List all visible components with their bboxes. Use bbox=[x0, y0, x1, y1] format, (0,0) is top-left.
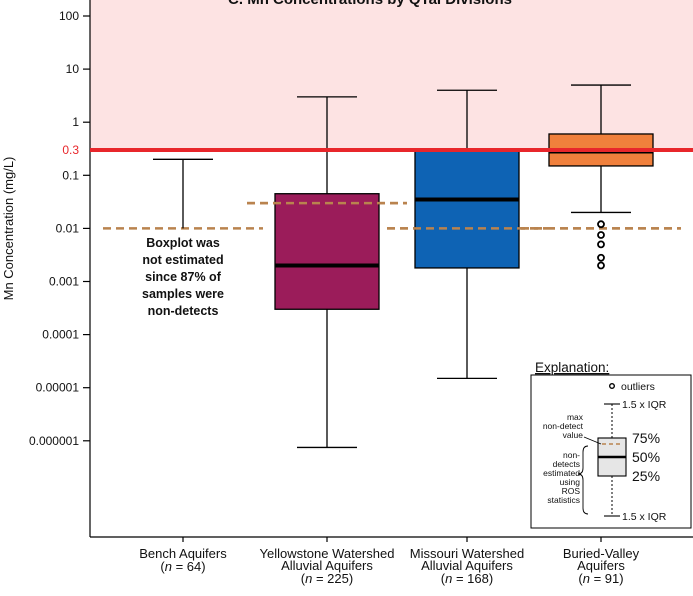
legend-upper-whisker-label: 1.5 x IQR bbox=[622, 399, 667, 411]
sample-size-part: = 225 bbox=[312, 571, 349, 586]
y-tick-label: 100 bbox=[59, 9, 79, 23]
not-estimated-note: since 87% of bbox=[145, 270, 222, 284]
y-tick-label: 0.000001 bbox=[29, 434, 79, 448]
x-category-label: Buried-Valley bbox=[563, 546, 640, 561]
sample-size-part: ) bbox=[489, 571, 493, 586]
legend-estimated-label: using bbox=[560, 477, 581, 487]
sample-size-part: ) bbox=[349, 571, 353, 586]
sample-size-label: (n = 91) bbox=[578, 571, 623, 586]
not-estimated-note: Boxplot was bbox=[146, 236, 220, 250]
legend-max-nd-label: value bbox=[563, 430, 584, 440]
legend-max-nd-pointer bbox=[583, 436, 602, 445]
sample-size-part: n bbox=[165, 559, 172, 574]
not-estimated-note: not estimated bbox=[142, 253, 223, 267]
legend-p50-label: 50% bbox=[632, 449, 660, 465]
not-estimated-note: samples were bbox=[142, 287, 224, 301]
sample-size-part: n bbox=[445, 571, 452, 586]
box-group: Boxplot was not estimated since 87% of samp… bbox=[103, 158, 263, 318]
y-tick-label: 10 bbox=[66, 62, 80, 76]
sample-size-part: n bbox=[583, 571, 590, 586]
sample-size-part: n bbox=[305, 571, 312, 586]
y-tick-label: 0.01 bbox=[56, 221, 80, 235]
legend-max-nd-label: max bbox=[567, 412, 584, 422]
sample-size-part: = 168 bbox=[452, 571, 489, 586]
sample-size-part: ( bbox=[441, 571, 446, 586]
legend-outlier-symbol bbox=[609, 383, 616, 390]
x-category-label-line2: Alluvial Aquifers bbox=[421, 558, 513, 573]
legend-outliers-label: outliers bbox=[621, 381, 655, 393]
sample-size-label: (n = 64) bbox=[160, 559, 205, 574]
x-category-label-line2: Aquifers bbox=[577, 558, 625, 573]
y-axis-title: Mn Concentration (mg/L) bbox=[1, 157, 16, 301]
legend-estimated-label: detects bbox=[553, 459, 580, 469]
sample-size-part: ( bbox=[578, 571, 583, 586]
sample-size-part: ) bbox=[619, 571, 623, 586]
legend-estimated-label: statistics bbox=[547, 495, 580, 505]
chart-title: C. Mn Concentrations by QTaI Divisions bbox=[228, 0, 512, 8]
iqr-box bbox=[414, 149, 520, 269]
legend-p25-label: 25% bbox=[632, 468, 660, 484]
x-category-label: Bench Aquifers bbox=[139, 546, 227, 561]
box-group bbox=[387, 89, 547, 379]
sample-size-part: ) bbox=[201, 559, 205, 574]
legend-estimated-brace bbox=[577, 445, 589, 515]
sample-size-label: (n = 225) bbox=[301, 571, 353, 586]
outlier-point bbox=[597, 253, 605, 262]
x-category-label: Yellowstone Watershed bbox=[260, 546, 395, 561]
reference-line-label: 0.3 bbox=[62, 143, 79, 157]
legend-max-nd-label: non-detect bbox=[543, 421, 584, 431]
y-tick-label: 0.1 bbox=[62, 168, 79, 182]
legend-p75-label: 75% bbox=[632, 430, 660, 446]
y-tick-label: 0.00001 bbox=[36, 381, 80, 395]
legend-estimated-label: estimated bbox=[543, 468, 580, 478]
y-tick-label: 1 bbox=[72, 115, 79, 129]
outlier-point bbox=[597, 231, 605, 239]
x-category-label-line2: Alluvial Aquifers bbox=[281, 558, 373, 573]
not-estimated-note: non-detects bbox=[148, 304, 219, 318]
sample-size-part: = 91 bbox=[590, 571, 619, 586]
exceedance-shading bbox=[90, 0, 693, 150]
y-tick-label: 0.0001 bbox=[42, 328, 79, 342]
legend-estimated-label: non- bbox=[563, 450, 580, 460]
outlier-point bbox=[597, 220, 605, 229]
sample-size-label: (n = 168) bbox=[441, 571, 493, 586]
outlier-point bbox=[597, 261, 605, 270]
sample-size-part: ( bbox=[301, 571, 306, 586]
legend-estimated-label: ROS bbox=[562, 486, 581, 496]
legend-title: Explanation: bbox=[535, 360, 609, 375]
sample-size-part: ( bbox=[160, 559, 165, 574]
iqr-box bbox=[274, 193, 380, 310]
outlier-point bbox=[597, 240, 605, 249]
explanation-legend: Explanation: outliers 1.5 x IQR 1.5 x IQR 75… bbox=[530, 360, 692, 529]
x-category-label: Missouri Watershed bbox=[410, 546, 524, 561]
sample-size-part: = 64 bbox=[172, 559, 201, 574]
legend-lower-whisker-label: 1.5 x IQR bbox=[622, 511, 667, 523]
y-tick-label: 0.001 bbox=[49, 275, 79, 289]
box-group bbox=[247, 96, 407, 449]
